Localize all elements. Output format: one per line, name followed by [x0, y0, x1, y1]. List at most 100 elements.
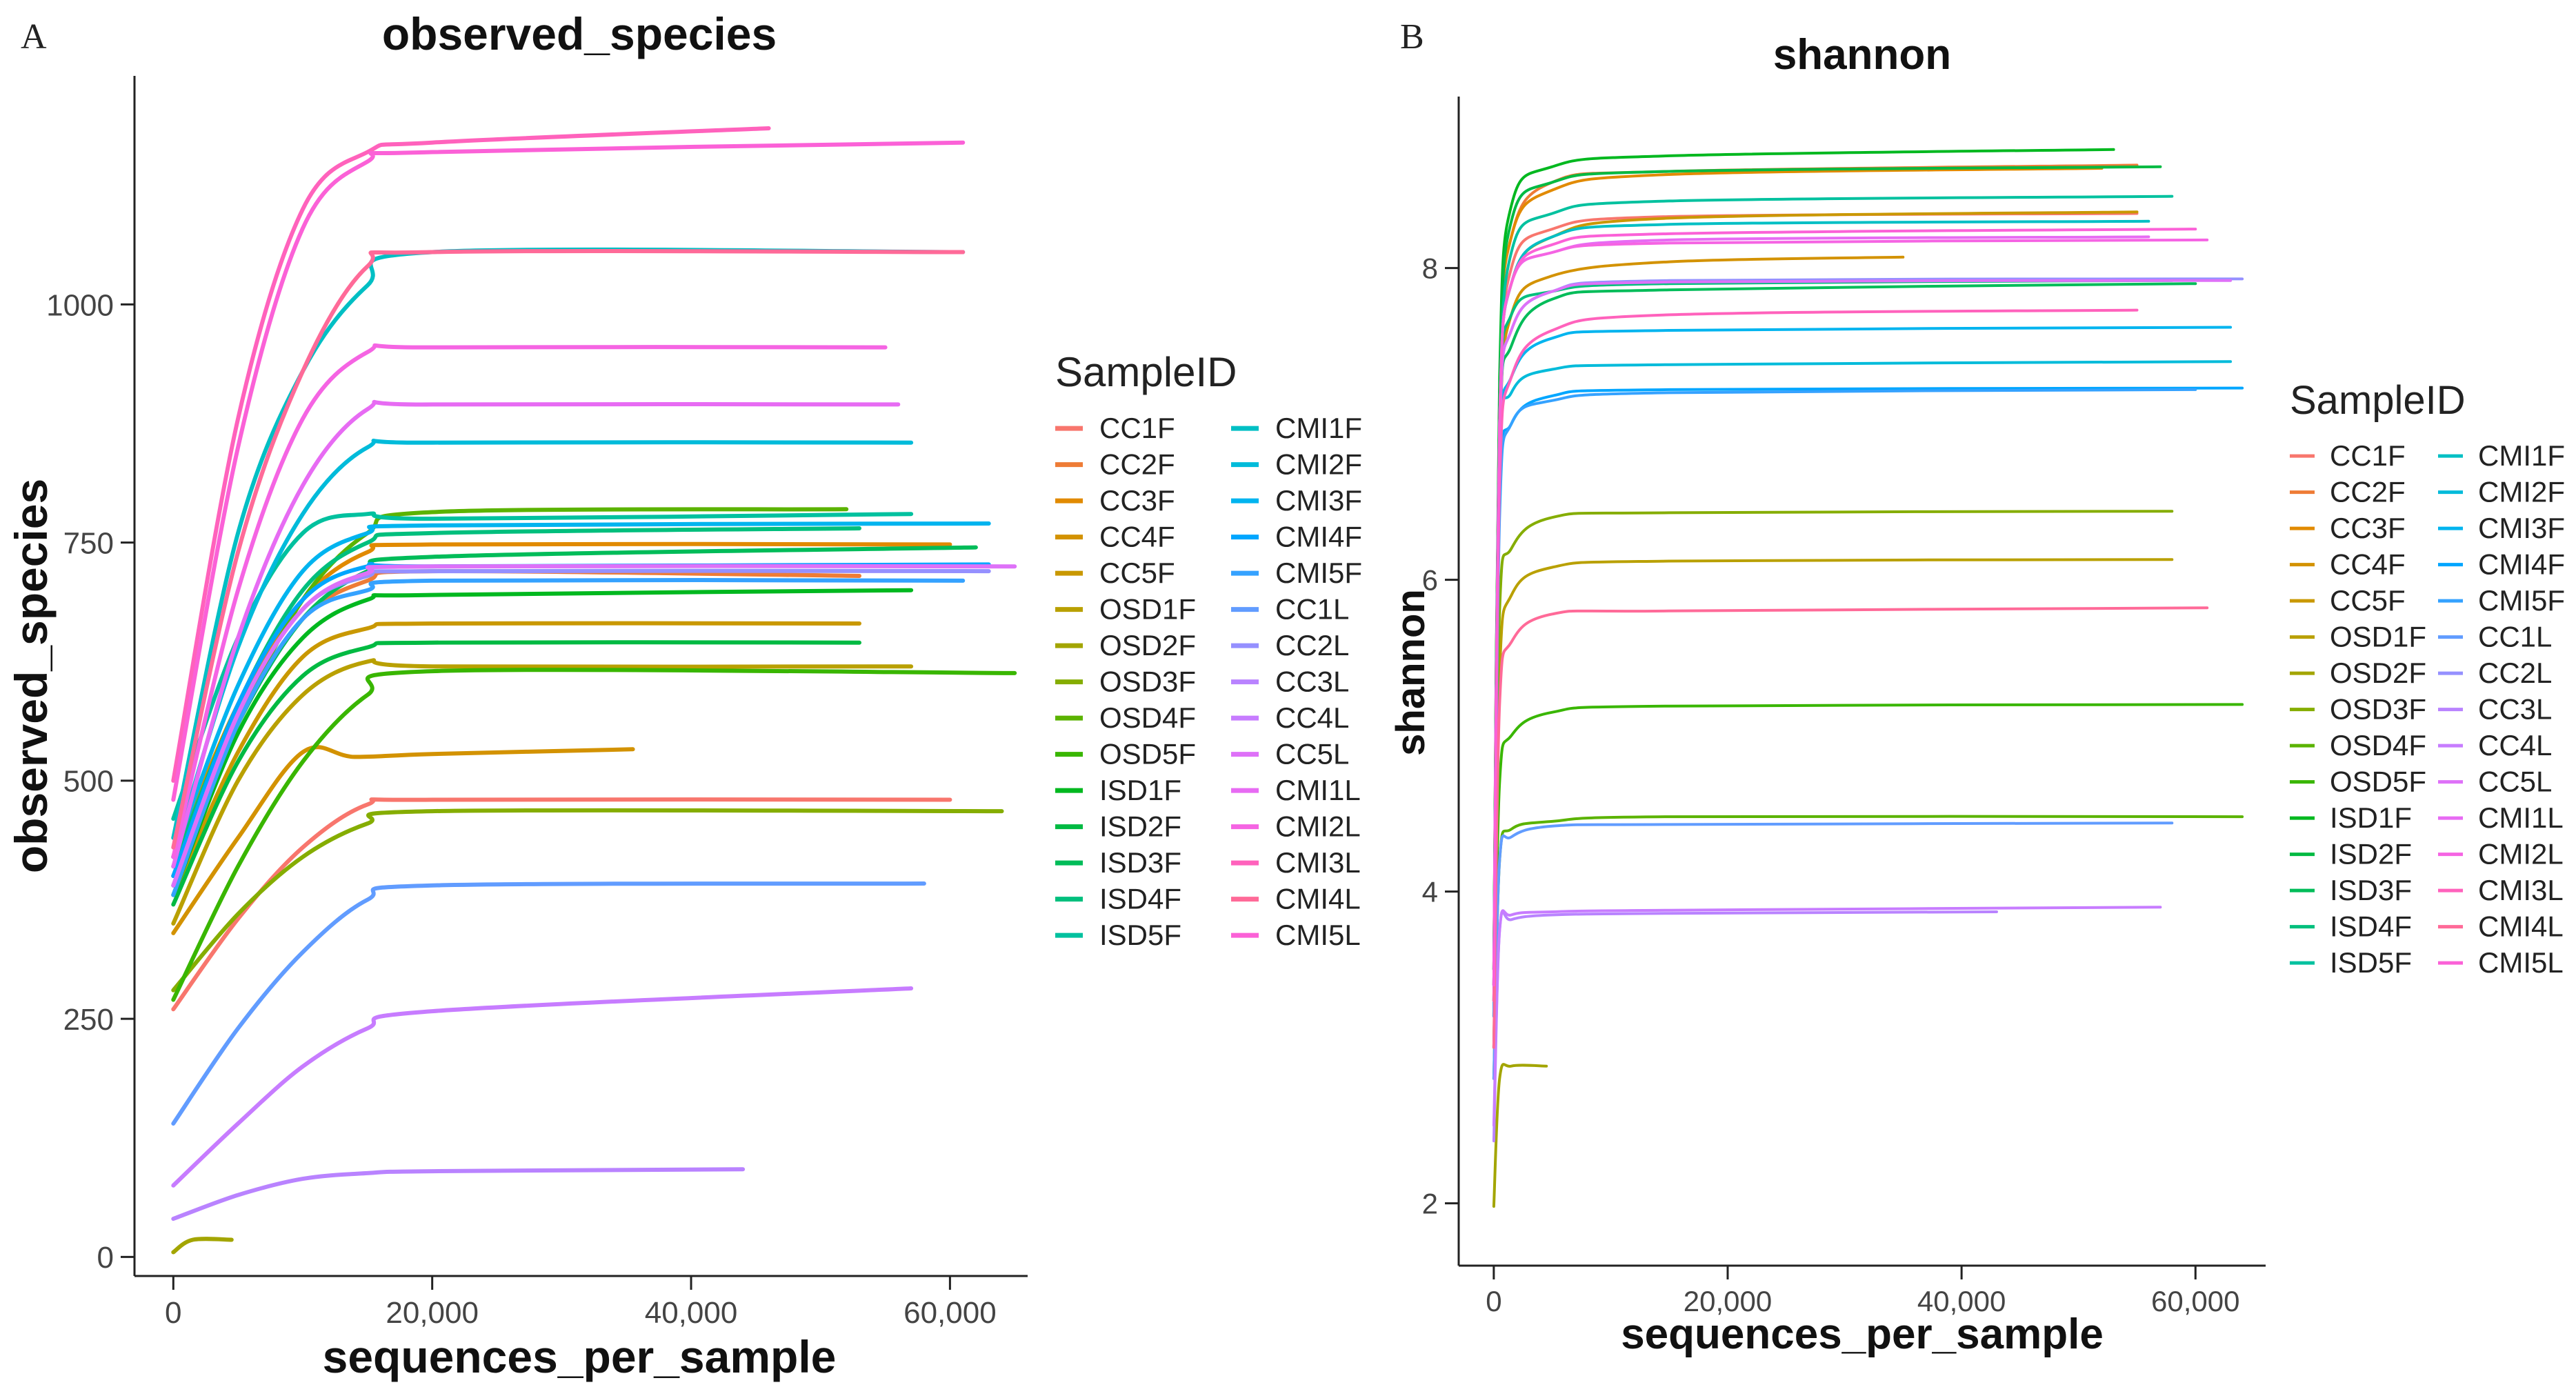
y-axis-label: shannon [1388, 589, 1433, 756]
legend-item: ISD2F [1055, 810, 1181, 843]
legend-label: CMI4L [1275, 883, 1361, 915]
legend-item: ISD5F [2290, 946, 2412, 979]
legend-item: OSD5F [1055, 738, 1196, 770]
legend-label: OSD2F [2330, 657, 2426, 689]
legend-label: CC5F [2330, 584, 2406, 617]
series-line-osd1f [171, 658, 914, 926]
x-tick-label: 40,000 [1917, 1285, 2006, 1317]
legend-label: CMI3L [2478, 874, 2564, 906]
legend-item: ISD4F [2290, 910, 2412, 943]
legend-item: CMI1L [2438, 801, 2564, 834]
legend-item: CMI3L [1231, 846, 1361, 879]
legend-item: CMI2F [2438, 476, 2565, 508]
legend-item: ISD3F [2290, 874, 2412, 906]
legend-label: OSD1F [1099, 593, 1196, 626]
x-tick-label: 40,000 [645, 1296, 738, 1330]
series-line-cc1l [1492, 821, 2174, 1080]
legend-label: CC4L [2478, 729, 2552, 761]
series-line-cc1l [171, 881, 926, 1126]
legend-item: CMI3F [1231, 484, 1362, 517]
legend-label: CC3F [1099, 484, 1175, 517]
series-line-cmi3l [1492, 308, 2139, 1002]
legend-label: ISD4F [2330, 910, 2412, 943]
series-line-cmi4f [1492, 386, 2244, 1018]
legend-item: CMI5L [2438, 946, 2564, 979]
legend-item: OSD3F [1055, 666, 1196, 698]
series-lines [1492, 148, 2244, 1208]
legend-item: CC2F [1055, 448, 1175, 481]
series-line-cmi2f [1492, 360, 2233, 1002]
legend-label: ISD4F [1099, 883, 1181, 915]
legend-item: CC1L [2438, 621, 2552, 653]
legend-label: CMI1F [2478, 439, 2565, 472]
legend-item: ISD1F [1055, 774, 1181, 806]
legend-item: CC1F [2290, 439, 2406, 472]
series-line-isd1f [171, 588, 914, 897]
legend-label: CMI2L [2478, 838, 2564, 870]
legend-label: CC5L [1275, 738, 1349, 770]
legend-label: CC2F [1099, 448, 1175, 481]
legend-label: CMI5L [2478, 946, 2564, 979]
legend-item: CMI4F [2438, 548, 2565, 581]
legend-item: CC1F [1055, 412, 1175, 444]
legend-label: CMI5F [2478, 584, 2565, 617]
legend-label: CMI5L [1275, 919, 1361, 951]
series-line-cc3l [171, 1167, 746, 1222]
legend-label: CMI1L [1275, 774, 1361, 806]
legend-label: CC3L [1275, 666, 1349, 698]
legend-item: CMI3F [2438, 512, 2565, 544]
legend-label: CMI2F [1275, 448, 1362, 481]
x-tick-label: 60,000 [2151, 1285, 2239, 1317]
series-line-cmi5l [171, 140, 966, 802]
legend-label: ISD3F [1099, 846, 1181, 879]
legend-item: CMI5L [1231, 919, 1361, 951]
legend-label: CC1F [1099, 412, 1175, 444]
legend-item: CC5L [2438, 766, 2552, 798]
legend-label: CMI1F [1275, 412, 1362, 444]
series-line-cmi2l [1492, 238, 2209, 987]
series-line-cmi4f [171, 561, 991, 878]
legend-item: CC2L [2438, 657, 2552, 689]
legend-label: OSD4F [1099, 701, 1196, 734]
legend-item: OSD4F [1055, 701, 1196, 734]
legend-label: CC3L [2478, 693, 2552, 726]
series-line-osd2f [1492, 1063, 1548, 1208]
legend-label: OSD3F [2330, 693, 2426, 726]
legend-label: ISD5F [2330, 946, 2412, 979]
legend-item: CC5F [1055, 557, 1175, 589]
series-line-cc4l [171, 986, 914, 1188]
series-line-isd3f [171, 545, 978, 878]
chart-title: observed_species [382, 8, 777, 59]
legend-label: OSD1F [2330, 621, 2426, 653]
legend-item: CC2L [1231, 629, 1349, 661]
legend-item: OSD5F [2290, 766, 2426, 798]
legend-item: CMI2F [1231, 448, 1362, 481]
series-line-cmi3f [171, 521, 991, 859]
legend-label: OSD4F [2330, 729, 2426, 761]
series-line-cmi1f [1492, 219, 2150, 987]
series-line-cmi2f [171, 438, 914, 859]
legend-item: CMI5F [1231, 557, 1362, 589]
series-line-cmi1l [171, 399, 901, 869]
legend-item: OSD1F [1055, 593, 1196, 626]
legend-label: CC2L [2478, 657, 2552, 689]
legend-label: CC4F [1099, 521, 1175, 553]
legend-item: CC3L [1231, 666, 1349, 698]
legend-label: CC5L [2478, 766, 2552, 798]
y-axis-label: observed_species [6, 479, 57, 873]
legend-label: CMI3F [2478, 512, 2565, 544]
legend-label: CMI2L [1275, 810, 1361, 843]
legend-label: CMI2F [2478, 476, 2565, 508]
legend-label: CMI5F [1275, 557, 1362, 589]
legend-item: CMI1F [1231, 412, 1362, 444]
legend-item: CMI4L [2438, 910, 2564, 943]
series-line-isd4f [1492, 279, 2174, 987]
legend-label: OSD3F [1099, 666, 1196, 698]
legend-label: CMI4F [1275, 521, 1362, 553]
legend-item: CC4F [1055, 521, 1175, 553]
legend-item: CC1L [1231, 593, 1349, 626]
legend-label: CC1L [2478, 621, 2552, 653]
legend-label: CC5F [1099, 557, 1175, 589]
series-line-cmi4l [171, 248, 966, 850]
